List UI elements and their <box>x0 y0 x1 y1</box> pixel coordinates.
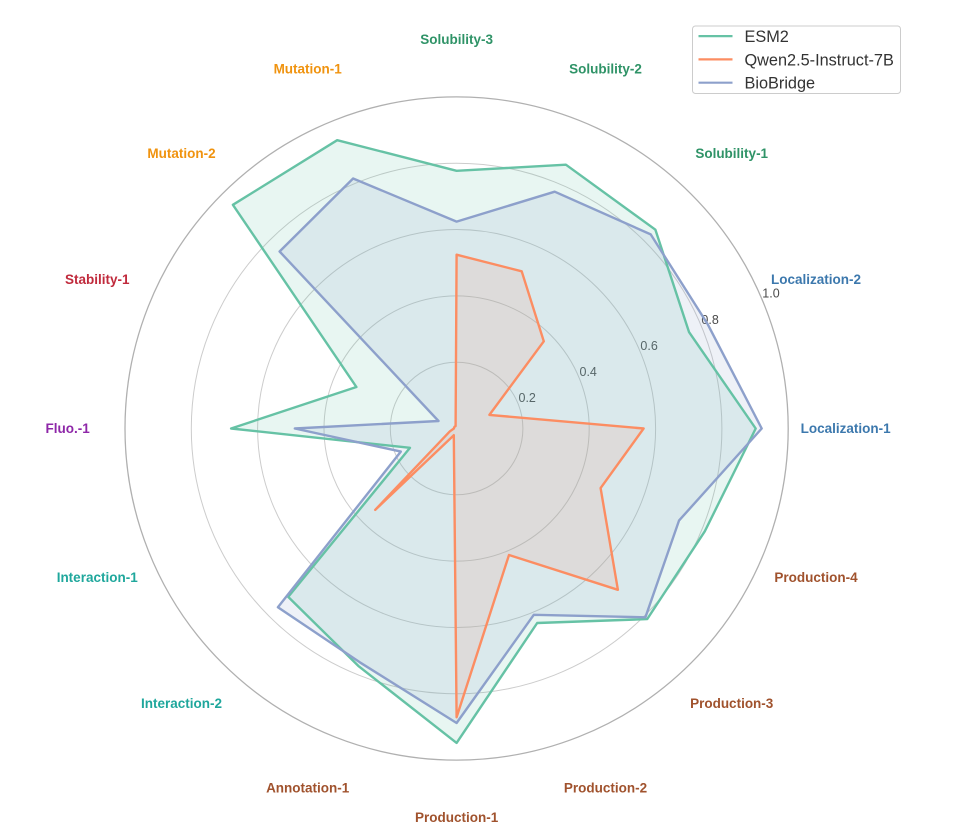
svg-text:Qwen2.5-Instruct-7B: Qwen2.5-Instruct-7B <box>745 51 894 69</box>
svg-text:Solubility-1: Solubility-1 <box>695 146 768 161</box>
svg-text:Mutation-2: Mutation-2 <box>147 146 215 161</box>
svg-text:Mutation-1: Mutation-1 <box>274 62 343 77</box>
svg-text:Production-1: Production-1 <box>415 810 499 825</box>
svg-text:Interaction-2: Interaction-2 <box>141 696 222 711</box>
svg-text:Production-4: Production-4 <box>774 570 858 585</box>
svg-text:Solubility-3: Solubility-3 <box>420 32 493 47</box>
svg-text:0.4: 0.4 <box>580 365 597 379</box>
svg-text:BioBridge: BioBridge <box>745 75 816 93</box>
svg-text:Production-3: Production-3 <box>690 696 774 711</box>
svg-text:Stability-1: Stability-1 <box>65 272 130 287</box>
svg-text:0.6: 0.6 <box>640 339 657 353</box>
svg-text:ESM2: ESM2 <box>745 28 789 46</box>
svg-text:1.0: 1.0 <box>762 287 779 301</box>
svg-text:Solubility-2: Solubility-2 <box>569 62 642 77</box>
svg-text:Production-2: Production-2 <box>564 780 647 795</box>
svg-text:Localization-2: Localization-2 <box>771 272 861 287</box>
svg-text:Annotation-1: Annotation-1 <box>266 780 350 795</box>
svg-text:Localization-1: Localization-1 <box>801 421 892 436</box>
svg-text:0.2: 0.2 <box>519 391 536 405</box>
svg-text:Interaction-1: Interaction-1 <box>57 570 139 585</box>
svg-text:Fluo.-1: Fluo.-1 <box>45 421 90 436</box>
